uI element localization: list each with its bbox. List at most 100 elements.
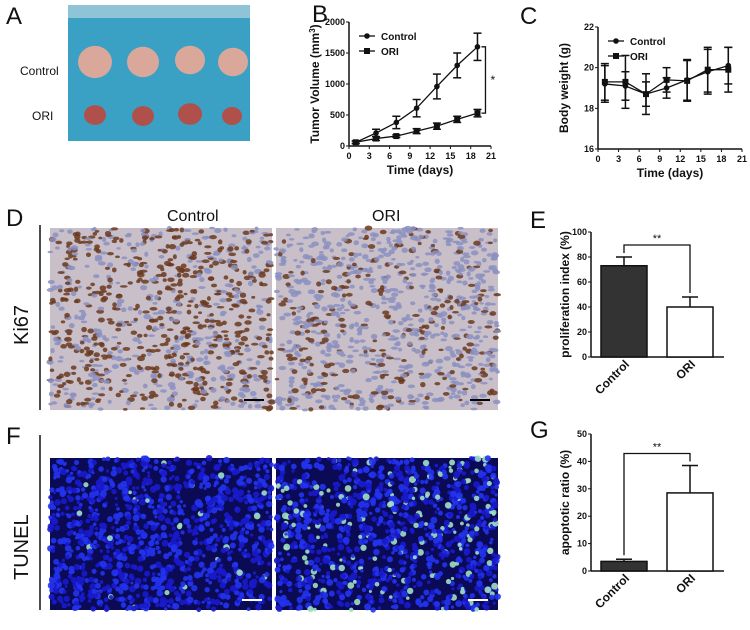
nucleus: [474, 585, 481, 592]
nucleus: [313, 513, 317, 517]
nucleus: [413, 482, 418, 486]
nucleus: [183, 342, 189, 346]
nucleus: [339, 323, 347, 328]
nucleus: [160, 389, 167, 393]
nucleus: [393, 572, 397, 576]
nucleus: [162, 278, 167, 282]
nucleus: [62, 589, 67, 594]
nucleus: [288, 243, 294, 247]
nucleus: [420, 480, 425, 485]
nucleus: [307, 533, 315, 540]
nucleus: [80, 311, 87, 318]
nucleus: [86, 286, 92, 290]
nucleus: [63, 297, 69, 302]
nucleus: [305, 394, 312, 399]
nucleus: [116, 247, 121, 250]
nucleus: [183, 228, 192, 233]
nucleus: [154, 540, 160, 545]
nucleus: [61, 602, 68, 609]
nucleus: [428, 570, 433, 574]
y-axis-label-sup: 3: [308, 28, 317, 33]
nucleus: [463, 462, 470, 469]
nucleus: [326, 603, 331, 608]
nucleus: [171, 526, 176, 531]
nucleus: [337, 543, 345, 551]
nucleus: [292, 501, 299, 508]
nucleus: [265, 519, 272, 527]
nucleus: [357, 575, 361, 579]
nucleus: [115, 322, 123, 327]
nucleus: [324, 534, 329, 539]
nucleus: [383, 354, 392, 358]
nucleus: [337, 465, 342, 471]
nucleus: [171, 363, 178, 368]
nucleus: [483, 494, 490, 501]
nucleus: [489, 265, 497, 270]
nucleus: [419, 326, 425, 329]
nucleus: [396, 591, 401, 596]
nucleus: [288, 361, 295, 366]
nucleus: [115, 466, 123, 474]
nucleus: [245, 239, 252, 245]
nucleus: [368, 397, 373, 401]
nucleus: [387, 300, 396, 303]
nucleus: [212, 252, 219, 256]
nucleus: [462, 387, 469, 391]
nucleus: [322, 557, 330, 564]
nucleus: [374, 354, 382, 357]
nucleus: [266, 405, 274, 411]
nucleus: [325, 522, 333, 529]
nucleus: [448, 468, 454, 473]
nucleus: [255, 575, 259, 579]
nucleus: [246, 374, 253, 379]
nucleus: [318, 509, 326, 516]
nucleus: [245, 576, 249, 580]
nucleus: [341, 256, 346, 261]
y-axis-label-text: Body weight (g): [557, 43, 571, 133]
nucleus: [460, 478, 467, 485]
nucleus: [369, 284, 376, 288]
nucleus: [328, 590, 335, 597]
nucleus: [301, 392, 309, 396]
nucleus: [492, 517, 498, 523]
nucleus: [90, 606, 97, 612]
nucleus: [122, 346, 131, 351]
nucleus: [316, 535, 320, 540]
nucleus: [165, 493, 172, 501]
nucleus: [71, 512, 75, 517]
nucleus: [387, 575, 393, 581]
nucleus: [307, 593, 312, 597]
nucleus: [125, 514, 132, 521]
nucleus: [427, 580, 431, 585]
nucleus: [453, 261, 461, 266]
nucleus: [439, 303, 446, 308]
nucleus: [342, 559, 347, 564]
nucleus: [93, 516, 99, 522]
nucleus: [483, 604, 490, 611]
nucleus: [321, 574, 325, 578]
nucleus: [160, 531, 167, 539]
nucleus: [180, 530, 185, 535]
nucleus: [179, 499, 183, 504]
nucleus: [85, 518, 91, 524]
nucleus: [240, 336, 248, 342]
nucleus: [179, 561, 185, 567]
nucleus: [194, 340, 201, 346]
nucleus: [185, 380, 194, 385]
nucleus: [431, 528, 437, 534]
nucleus: [288, 274, 295, 278]
nucleus: [70, 577, 77, 584]
nucleus: [66, 602, 71, 607]
data-point: [454, 62, 460, 69]
nucleus: [126, 232, 132, 237]
nucleus: [328, 404, 335, 410]
nucleus: [225, 475, 230, 479]
nucleus: [122, 547, 128, 553]
nucleus: [424, 395, 430, 401]
nucleus: [374, 571, 380, 577]
nucleus: [90, 368, 96, 372]
nucleus: [444, 346, 453, 352]
nucleus: [355, 389, 363, 395]
nucleus: [391, 481, 395, 486]
nucleus: [424, 252, 431, 256]
